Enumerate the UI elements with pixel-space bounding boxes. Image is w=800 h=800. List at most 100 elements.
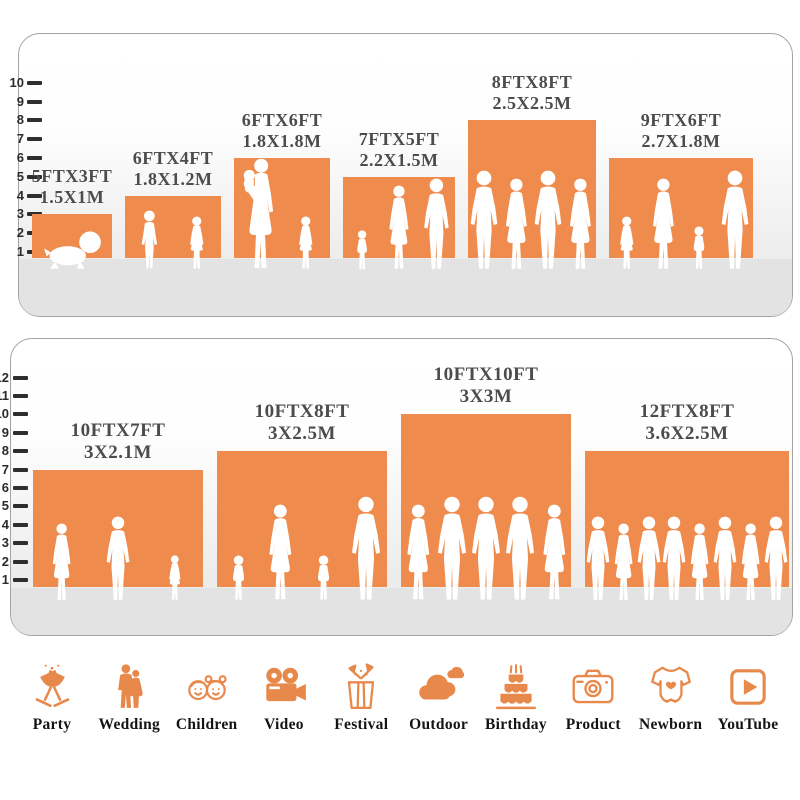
- backdrop-size-label: 7FTX5FT 2.2X1.5M: [289, 129, 509, 171]
- axis-tick: [13, 449, 28, 454]
- axis-tick: [13, 541, 28, 546]
- toddler-silhouette: [227, 555, 250, 601]
- backdrop-size-m-label: 1.8X1.8M: [242, 131, 322, 151]
- newborn-icon: [646, 660, 696, 714]
- axis-tick-label: 12: [0, 369, 9, 385]
- axis-tick: [27, 118, 42, 123]
- backdrop-size-ft-label: 12FTX8FT: [639, 401, 735, 423]
- girl-silhouette: [164, 555, 186, 601]
- backdrop-size-ft-label: 6FTX6FT: [241, 110, 323, 130]
- category-youtube: YouTube: [712, 660, 784, 734]
- woman-silhouette: [382, 185, 416, 270]
- man-silhouette: [418, 178, 455, 270]
- category-party: Party: [16, 660, 88, 734]
- category-label: Product: [565, 716, 621, 733]
- boy-silhouette: [136, 210, 163, 270]
- backdrop-size-label: 6FTX6FT 1.8X1.8M: [172, 110, 392, 152]
- axis-tick: [27, 156, 42, 160]
- axis-tick: [13, 486, 28, 490]
- woman-carrying-silhouette: [236, 158, 281, 270]
- backdrop-size-m-label: 2.2X1.5M: [359, 149, 439, 170]
- axis-tick: [27, 99, 42, 104]
- backdrop-size-m-label: 1.8X1.2M: [133, 168, 213, 189]
- category-outdoor: Outdoor: [403, 660, 475, 734]
- children-icon: [182, 660, 232, 714]
- backdrop-size-ft-label: 6FTX4FT: [132, 147, 214, 168]
- axis-tick: [27, 193, 42, 198]
- backdrop-size-label: 9FTX6FT 2.7X1.8M: [571, 110, 791, 152]
- axis-tick-label: 7: [1, 461, 9, 477]
- backdrop-bar: [125, 195, 221, 258]
- category-festival: Festival: [325, 660, 397, 734]
- backdrop-size-m-label: 2.7X1.8M: [641, 131, 721, 151]
- axis-tick: [27, 174, 42, 179]
- axis-tick-label: 5: [16, 168, 24, 184]
- wedding-icon: [104, 660, 154, 714]
- axis-tick: [27, 80, 42, 85]
- axis-tick-label: 11: [0, 388, 9, 403]
- man-silhouette: [345, 496, 387, 601]
- product-icon: [568, 660, 618, 714]
- backdrop-size-label: 6FTX4FT 1.8X1.2M: [63, 148, 283, 190]
- backdrop-size-ft-label: 5FTX3FT: [31, 166, 113, 187]
- woman-silhouette: [645, 178, 682, 270]
- category-label: YouTube: [717, 716, 779, 733]
- category-label: Wedding: [98, 716, 161, 733]
- axis-tick-label: 10: [0, 406, 9, 422]
- backdrop-size-m-label: 3X2.5M: [268, 423, 336, 445]
- party-icon: [27, 660, 77, 714]
- axis-tick: [13, 522, 28, 527]
- axis-tick: [27, 137, 42, 142]
- category-wedding: Wedding: [93, 660, 165, 734]
- axis-tick-label: 1: [1, 572, 9, 587]
- category-label: Children: [175, 716, 238, 733]
- backdrop-size-m-label: 3X2.1M: [84, 441, 152, 463]
- ground-strip: [19, 259, 792, 316]
- woman-silhouette: [261, 504, 300, 601]
- backdrop-size-ft-label: 10FTX7FT: [70, 419, 166, 441]
- axis-tick-label: 6: [1, 480, 9, 495]
- axis-tick-label: 8: [1, 443, 9, 459]
- axis-tick-label: 3: [1, 535, 9, 551]
- backdrop-size-ft-label: 8FTX8FT: [491, 72, 573, 93]
- axis-tick-label: 2: [16, 225, 24, 241]
- woman-silhouette: [562, 178, 599, 270]
- category-children: Children: [171, 660, 243, 734]
- axis-tick: [13, 412, 28, 417]
- axis-tick-label: 7: [16, 131, 24, 147]
- category-row: Party Wedding Children Video Festival Outdoor…: [16, 660, 784, 734]
- man-silhouette: [715, 170, 755, 270]
- category-video: Video: [248, 660, 320, 734]
- girl-silhouette: [184, 216, 209, 270]
- backdrop-size-label: 10FTX7FT 3X2.1M: [8, 420, 228, 464]
- axis-tick-label: 4: [16, 187, 24, 203]
- axis-tick-label: 9: [1, 424, 9, 440]
- backdrop-size-ft-label: 7FTX5FT: [358, 128, 440, 149]
- axis-tick-label: 9: [16, 93, 24, 109]
- man-silhouette: [759, 516, 793, 601]
- woman-silhouette: [535, 504, 574, 601]
- festival-icon: [336, 660, 386, 714]
- outdoor-icon: [414, 660, 464, 714]
- category-newborn: Newborn: [635, 660, 707, 734]
- axis-tick-label: 5: [1, 498, 9, 514]
- category-label: Party: [32, 716, 72, 733]
- video-icon: [259, 660, 309, 714]
- baby-silhouette: [40, 228, 104, 270]
- girl-silhouette: [293, 216, 318, 270]
- backdrop-size-label: 5FTX3FT 1.5X1M: [0, 166, 182, 208]
- toddler-silhouette: [688, 226, 710, 270]
- backdrop-size-label: 8FTX8FT 2.5X2.5M: [422, 72, 642, 114]
- girl-silhouette: [614, 216, 639, 270]
- birthday-icon: [491, 660, 541, 714]
- backdrop-size-label: 10FTX10FT 3X3M: [376, 364, 596, 408]
- ground-strip: [11, 588, 792, 635]
- man-silhouette: [101, 516, 135, 601]
- axis-tick: [13, 375, 28, 380]
- toddler-silhouette: [352, 230, 372, 270]
- category-label: Newborn: [639, 716, 703, 733]
- category-birthday: Birthday: [480, 660, 552, 734]
- backdrop-size-m-label: 3X3M: [459, 386, 513, 408]
- backdrop-size-m-label: 1.5X1M: [39, 187, 105, 208]
- backdrop-size-label: 10FTX8FT 3X2.5M: [192, 401, 412, 445]
